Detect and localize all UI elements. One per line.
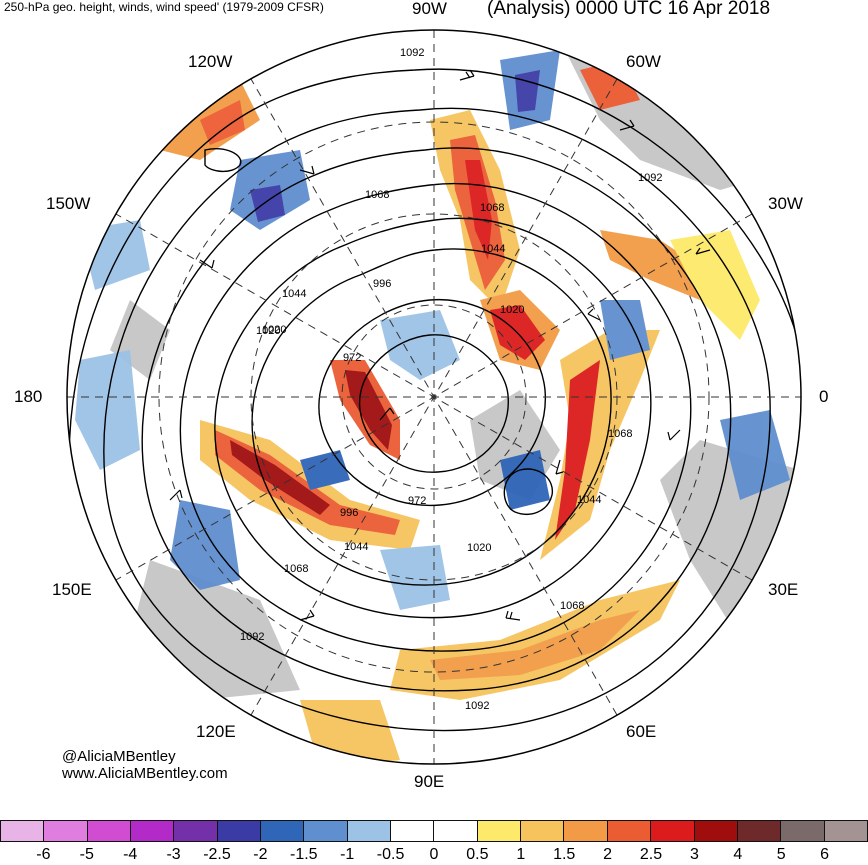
colorbar-tick-label: 0.5: [466, 846, 489, 863]
map-border: [66, 29, 802, 765]
colorbar-tick-label: -3: [166, 846, 181, 863]
colorbar-swatch: [780, 820, 825, 842]
lon-label-180: 180: [14, 387, 43, 406]
lon-label-90w: 90W: [412, 0, 447, 18]
colorbar-swatch: [606, 820, 652, 842]
colorbar-tick-label: -2: [253, 846, 268, 863]
contour-label: 1068: [284, 563, 308, 575]
lon-label-60e: 60E: [626, 722, 657, 741]
colorbar-tick-label: 0: [429, 846, 439, 863]
colorbar-tick-label: -1: [340, 846, 355, 863]
lon-label-60w: 60W: [626, 52, 661, 71]
colorbar-tick-label: 4: [733, 846, 743, 863]
colorbar-tick-label: -6: [36, 846, 51, 863]
contour-label: 1044: [282, 288, 306, 300]
colorbar-swatch: [86, 820, 132, 842]
colorbar-tick-label: 2.5: [639, 846, 663, 863]
contour-label: 996: [340, 507, 358, 519]
colorbar-tick-label: -0.5: [376, 846, 405, 863]
colorbar-swatch: [43, 820, 88, 842]
colorbar-swatch: [0, 820, 45, 842]
credit-website: www.AliciaMBentley.com: [62, 765, 228, 782]
lon-label-150w: 150W: [46, 194, 91, 213]
contour-label: 1044: [481, 243, 505, 255]
colorbar-tick-label: 5: [776, 846, 786, 863]
colorbar-swatch: [520, 820, 565, 842]
map-title-right: (Analysis) 0000 UTC 16 Apr 2018: [487, 0, 771, 19]
colorbar-swatch: [346, 820, 392, 842]
contour-label: 1092: [240, 631, 264, 643]
contour-label: 1092: [400, 47, 424, 59]
contour-label: 1044: [577, 494, 601, 506]
contour-label: 1020: [500, 304, 524, 316]
colorbar-swatch: [303, 820, 348, 842]
lon-label-0: 0: [819, 387, 829, 406]
lon-label-90e: 90E: [414, 772, 445, 791]
contour-label: 1068: [560, 600, 584, 612]
lon-label-120e: 120E: [196, 722, 236, 741]
lon-label-120w: 120W: [188, 52, 233, 71]
contour-label: 1092: [638, 172, 662, 184]
colorbar-swatch: [390, 820, 435, 842]
contour-labels: 1092 1068 1044 1020 996 972 972 996 1020…: [240, 47, 662, 712]
colorbar-tick-label: -2.5: [203, 846, 231, 863]
contour-label: 1044: [344, 541, 368, 553]
contour-label: 1020: [467, 542, 491, 554]
contour-label: 1020: [262, 324, 286, 336]
lon-label-30w: 30W: [768, 194, 803, 213]
colorbar-swatch: [260, 820, 305, 842]
lon-label-30e: 30E: [768, 580, 799, 599]
colorbar-tick-label: 2: [603, 846, 613, 863]
colorbar-swatch: [693, 820, 738, 842]
colorbar-swatch: [563, 820, 608, 842]
colorbar-swatch: [173, 820, 218, 842]
contour-label: 972: [343, 352, 361, 364]
colorbar-swatch: [130, 820, 175, 842]
wind-barbs: [169, 69, 711, 621]
colorbar-swatch: [216, 820, 262, 842]
colorbar-swatch: [433, 820, 478, 842]
colorbar-swatch: [736, 820, 782, 842]
colorbar-tick-label: 3: [689, 846, 699, 863]
credit-handle: @AliciaMBentley: [62, 748, 176, 765]
colorbar-tick-label: -4: [123, 846, 138, 863]
colorbar-swatch: [476, 820, 522, 842]
lon-label-150e: 150E: [52, 580, 92, 599]
contour-label: 1020: [256, 325, 280, 337]
contour-label: 1092: [465, 700, 489, 712]
colorbar-tick-label: -1.5: [290, 846, 318, 863]
colorbar-swatch: [823, 820, 868, 842]
colorbar-tick-label: 1.5: [553, 846, 576, 863]
colorbar-tick-label: 1: [516, 846, 526, 863]
colorbar-tick-label: -5: [79, 846, 94, 863]
graticule: [67, 30, 801, 764]
contour-label: 996: [373, 278, 391, 290]
contour-label: 1068: [365, 189, 389, 201]
colorbar: [0, 820, 868, 842]
colorbar-swatch: [650, 820, 695, 842]
colorbar-tick-label: 6: [820, 846, 830, 863]
contour-label: 972: [408, 495, 426, 507]
contour-label: 1068: [480, 202, 504, 214]
map-title-left: 250-hPa geo. height, winds, wind speed' …: [4, 0, 324, 14]
contour-label: 1068: [608, 428, 632, 440]
